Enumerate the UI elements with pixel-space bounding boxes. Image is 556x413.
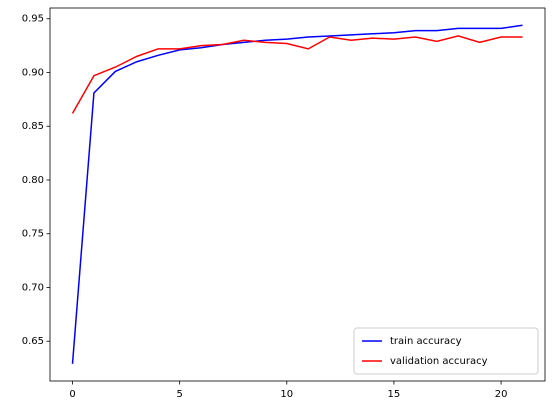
x-tick-label: 10 — [280, 389, 293, 400]
x-tick-label: 15 — [388, 389, 401, 400]
data-line — [71, 35, 523, 114]
x-tick-label: 20 — [495, 389, 508, 400]
plot-frame — [49, 7, 546, 382]
y-tick-label: 0.75 — [22, 229, 44, 240]
x-tick-label: 0 — [69, 389, 75, 400]
y-tick-label: 0.90 — [22, 67, 44, 78]
y-tick-label: 0.95 — [22, 14, 44, 25]
y-tick-label: 0.70 — [22, 282, 44, 293]
data-line — [71, 24, 523, 364]
y-tick-label: 0.65 — [22, 336, 44, 347]
y-tick-label: 0.85 — [22, 121, 44, 132]
legend-label: validation accuracy — [390, 356, 488, 367]
x-tick-label: 5 — [176, 389, 182, 400]
legend-label: train accuracy — [390, 336, 462, 347]
legend-box — [353, 327, 539, 375]
y-tick-label: 0.80 — [22, 175, 44, 186]
